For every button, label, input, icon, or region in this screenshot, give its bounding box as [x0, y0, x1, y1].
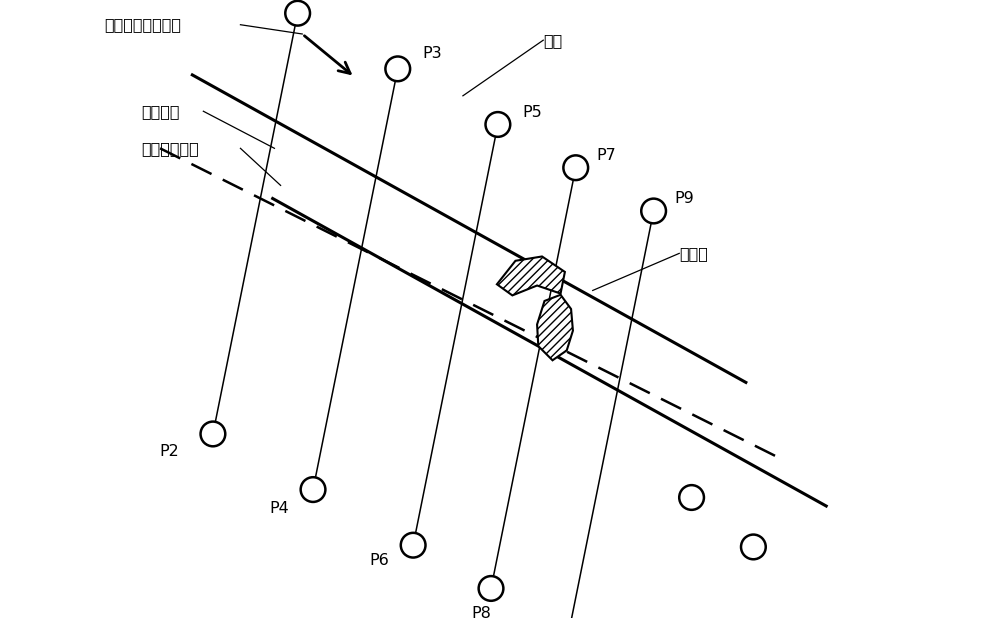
- Text: P1: P1: [294, 0, 314, 2]
- Circle shape: [486, 112, 510, 137]
- Circle shape: [385, 56, 410, 81]
- Circle shape: [285, 1, 310, 25]
- Text: 隧道轴线: 隧道轴线: [142, 104, 180, 119]
- Circle shape: [479, 576, 503, 601]
- Text: 孤石体: 孤石体: [679, 246, 708, 261]
- Text: P7: P7: [597, 148, 617, 163]
- Text: 隧道开挖边界: 隧道开挖边界: [142, 141, 199, 156]
- Text: P3: P3: [422, 46, 442, 61]
- Circle shape: [679, 485, 704, 510]
- Text: P6: P6: [369, 553, 389, 568]
- Circle shape: [741, 535, 766, 559]
- Text: 钻孔: 钻孔: [543, 33, 563, 48]
- Text: P4: P4: [269, 501, 289, 515]
- Text: P8: P8: [472, 606, 492, 618]
- Text: P5: P5: [522, 104, 542, 120]
- Polygon shape: [497, 256, 565, 295]
- Text: 地铁盾构掘进方向: 地铁盾构掘进方向: [104, 17, 181, 32]
- Circle shape: [401, 533, 426, 557]
- Text: P2: P2: [160, 444, 180, 459]
- Circle shape: [301, 477, 325, 502]
- Circle shape: [201, 421, 225, 446]
- Circle shape: [641, 198, 666, 223]
- Circle shape: [563, 155, 588, 180]
- Polygon shape: [537, 295, 573, 360]
- Text: P9: P9: [675, 191, 694, 206]
